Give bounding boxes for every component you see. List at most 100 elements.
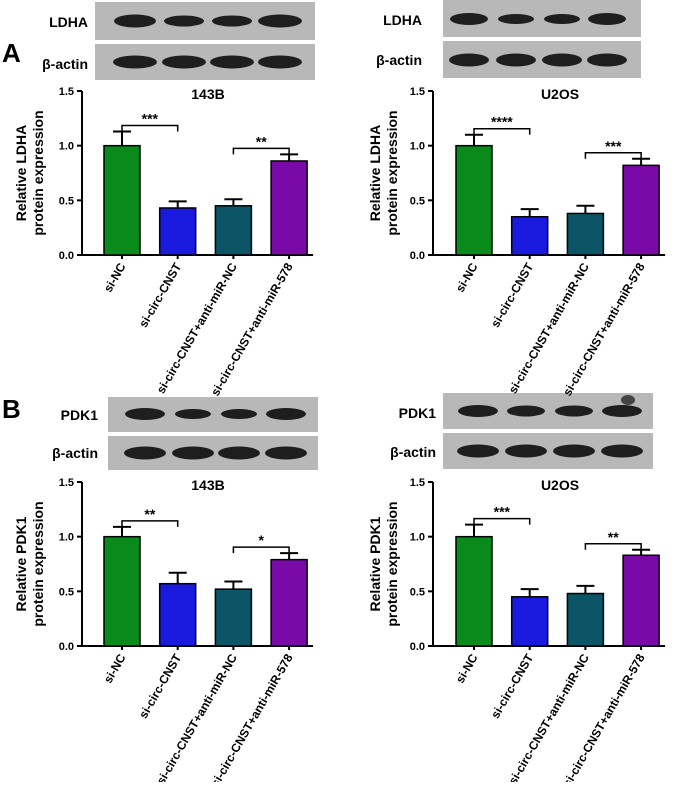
blot-bands-top xyxy=(125,408,306,420)
x-tick-label: si-circ-CNST xyxy=(488,260,536,330)
y-tick-label: 1.0 xyxy=(59,532,74,544)
bar xyxy=(158,582,197,647)
y-tick-label: 1.0 xyxy=(59,141,74,153)
band xyxy=(218,446,260,460)
blot-spot xyxy=(621,395,635,405)
blot-bands-bottom xyxy=(124,446,307,460)
bar xyxy=(622,554,660,647)
blot-label-top: LDHA xyxy=(383,12,422,28)
chart-title: 143B xyxy=(191,477,224,493)
band xyxy=(258,14,302,28)
chart-title: 143B xyxy=(191,86,224,102)
significance-bracket xyxy=(473,127,531,135)
significance-bracket xyxy=(121,520,179,527)
y-tick-label: 0.5 xyxy=(59,195,74,207)
significance-label: *** xyxy=(494,504,511,520)
band xyxy=(542,53,582,67)
y-axis-label: Relative LDHA xyxy=(13,125,29,221)
y-tick-label: 0.5 xyxy=(410,195,425,207)
y-tick-label: 0.0 xyxy=(59,641,74,653)
bar xyxy=(510,215,549,256)
band xyxy=(458,405,498,417)
band xyxy=(175,409,211,419)
x-tick-label: si-NC xyxy=(101,260,129,294)
y-axis-label: Relative PDK1 xyxy=(13,516,29,611)
x-tick-label: si-NC xyxy=(453,651,481,685)
blot-bands-top xyxy=(458,395,642,417)
blot-bands-top xyxy=(450,13,626,25)
band xyxy=(125,408,165,420)
band xyxy=(221,409,257,419)
chart-title: U2OS xyxy=(541,86,579,102)
y-axis-label: protein expression xyxy=(30,110,46,235)
band xyxy=(457,444,499,458)
bar-chart-pdk1-143b: 0.0 0.5 1.0 1.5 Relative PDK1 protein express… xyxy=(13,477,314,787)
band xyxy=(258,55,302,69)
x-tick-label: si-circ-CNST xyxy=(136,651,184,721)
panel-letter-b: B xyxy=(2,394,21,424)
bar xyxy=(103,144,141,256)
y-tick-label: 0.5 xyxy=(59,586,74,598)
significance-label: ** xyxy=(256,133,267,149)
band xyxy=(601,444,643,458)
band xyxy=(498,14,534,24)
band xyxy=(265,446,307,460)
band xyxy=(266,408,306,420)
significance-label: ** xyxy=(608,529,619,545)
y-tick-label: 0.0 xyxy=(410,641,425,653)
blot-label-top: PDK1 xyxy=(399,405,437,421)
significance-bracket xyxy=(232,546,290,554)
band xyxy=(124,446,166,460)
band xyxy=(450,13,488,25)
y-tick-label: 1.5 xyxy=(410,86,425,98)
band xyxy=(496,53,536,67)
band xyxy=(114,14,156,28)
band xyxy=(162,55,206,69)
bar xyxy=(158,207,197,256)
western-blot-a-right: LDHA β-actin xyxy=(376,0,641,78)
significance-bracket xyxy=(121,124,179,132)
y-tick-label: 1.5 xyxy=(410,477,425,489)
bar xyxy=(214,588,253,647)
blot-label-top: PDK1 xyxy=(61,407,99,423)
blot-bands-bottom xyxy=(113,55,302,69)
band xyxy=(449,53,489,67)
bar xyxy=(510,596,549,647)
x-tick-label: si-circ-CNST xyxy=(488,651,536,721)
bar xyxy=(566,212,605,256)
bar xyxy=(622,164,660,256)
y-tick-label: 0.5 xyxy=(410,586,425,598)
x-tick-label: si-NC xyxy=(101,651,129,685)
band xyxy=(602,405,642,417)
blot-label-top: LDHA xyxy=(49,14,88,30)
band xyxy=(113,55,157,69)
y-axis-label: Relative LDHA xyxy=(367,125,383,221)
y-tick-label: 1.0 xyxy=(410,532,425,544)
significance-label: ** xyxy=(144,506,155,522)
blot-label-bottom: β-actin xyxy=(52,445,98,461)
blot-label-bottom: β-actin xyxy=(390,444,436,460)
significance-label: *** xyxy=(605,138,622,154)
bar-chart-pdk1-u2os: 0.0 0.5 1.0 1.5 Relative PDK1 protein express… xyxy=(367,477,666,787)
bar xyxy=(103,535,141,647)
band xyxy=(172,446,214,460)
chart-title: U2OS xyxy=(541,477,579,493)
bar xyxy=(270,160,308,256)
significance-label: * xyxy=(259,532,265,548)
y-tick-label: 1.5 xyxy=(59,477,74,489)
x-tick-label: si-circ-CNST xyxy=(136,260,184,330)
significance-bracket xyxy=(473,517,531,525)
bar xyxy=(566,592,605,647)
band xyxy=(212,15,252,27)
band xyxy=(164,15,204,27)
y-tick-label: 0.0 xyxy=(59,250,74,262)
panel-letter-a: A xyxy=(2,38,21,68)
band xyxy=(553,444,595,458)
significance-label: **** xyxy=(491,114,513,130)
blot-label-bottom: β-actin xyxy=(376,52,422,68)
x-tick-label: si-NC xyxy=(453,260,481,294)
bar xyxy=(455,535,493,647)
western-blot-a-left: LDHA β-actin xyxy=(42,2,315,80)
y-tick-label: 1.5 xyxy=(59,86,74,98)
y-axis-label: protein expression xyxy=(384,501,400,626)
